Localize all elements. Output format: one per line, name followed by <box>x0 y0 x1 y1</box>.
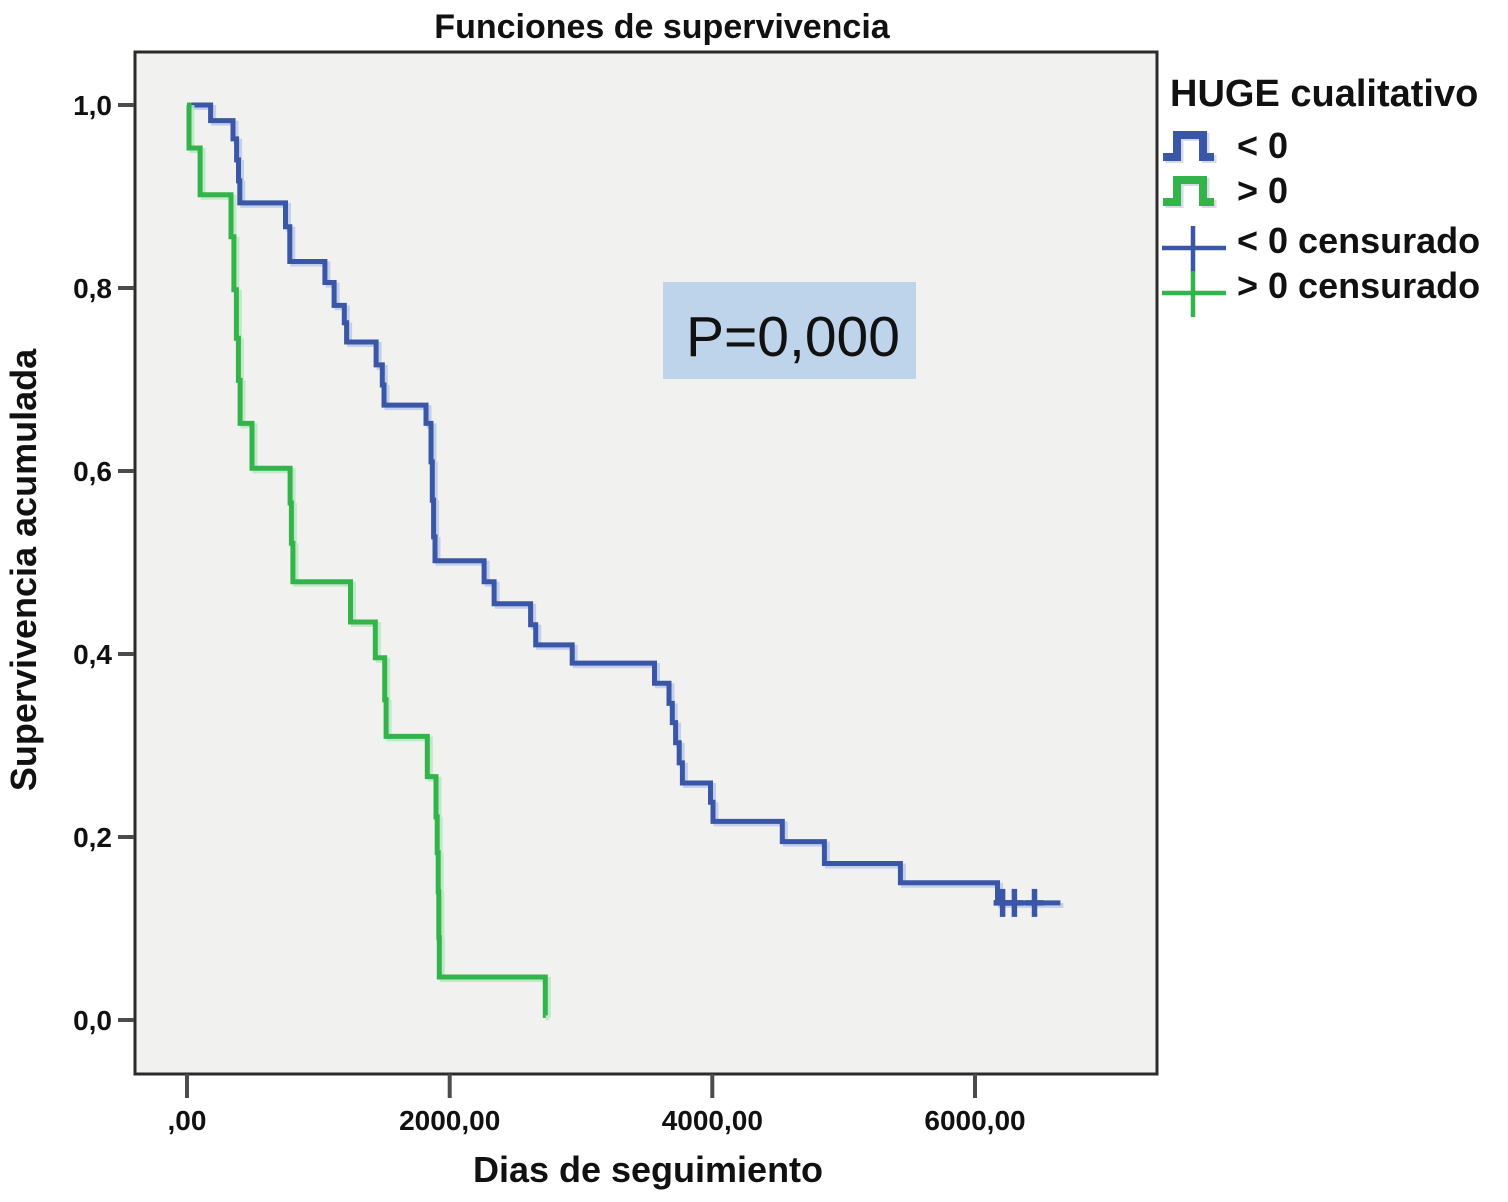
x-tick-label: 2000,00 <box>399 1105 500 1136</box>
plot-area <box>133 50 1159 1076</box>
legend-step-blue-icon <box>1163 131 1214 161</box>
legend-entry: < 0 censurado <box>1162 220 1480 272</box>
legend-step-green-icon <box>1163 176 1214 206</box>
legend-entry-label: > 0 censurado <box>1237 265 1480 306</box>
y-tick-label: 0,2 <box>73 822 112 853</box>
survival-curve-lt0 <box>187 102 1061 906</box>
y-tick-label: 0,8 <box>73 273 112 304</box>
censor-marks <box>993 888 1044 917</box>
legend: HUGE cualitativo < 0> 0 < 0 censurado> 0 … <box>1162 73 1480 317</box>
x-axis-label: Dias de seguimiento <box>473 1149 823 1190</box>
pvalue-box <box>663 282 916 379</box>
legend-title: HUGE cualitativo <box>1170 73 1478 115</box>
pvalue-text: P=0,000 <box>686 305 900 369</box>
y-tick-label: 0,0 <box>73 1005 112 1036</box>
legend-entry-label: > 0 <box>1237 170 1288 211</box>
legend-entries: < 0> 0 < 0 censurado> 0 censurado <box>1162 125 1480 317</box>
y-tick-label: 0,4 <box>73 639 112 670</box>
series-curves <box>186 102 1064 1021</box>
y-axis-ticks: 0,0 0,2 0,4 0,6 0,8 1,0 <box>73 90 134 1036</box>
x-tick-label: 6000,00 <box>924 1105 1025 1136</box>
x-axis-ticks: ,00 2000,00 4000,00 6000,00 <box>168 1074 1026 1136</box>
chart-title: Funciones de supervivencia <box>434 8 890 46</box>
y-tick-label: 0,6 <box>73 456 112 487</box>
y-axis-label: Supervivencia acumulada <box>3 348 44 791</box>
legend-entry-label: < 0 <box>1237 125 1288 166</box>
survival-curve-gt0 <box>186 102 548 1018</box>
legend-entry: > 0 <box>1163 170 1288 211</box>
x-tick-label: ,00 <box>168 1105 207 1136</box>
legend-entry: < 0 <box>1163 125 1288 166</box>
y-tick-label: 1,0 <box>73 90 112 121</box>
legend-entry-label: < 0 censurado <box>1237 220 1480 261</box>
x-tick-label: 4000,00 <box>662 1105 763 1136</box>
legend-entry: > 0 censurado <box>1162 265 1480 317</box>
